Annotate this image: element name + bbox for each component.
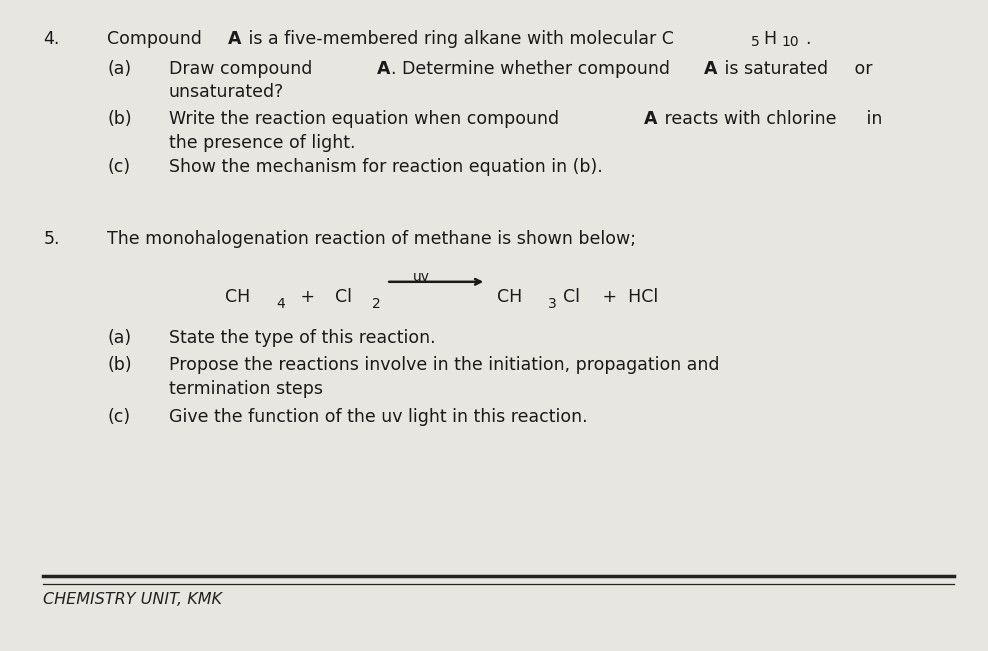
Text: A: A bbox=[376, 60, 390, 78]
Text: (a): (a) bbox=[107, 329, 131, 347]
Text: is saturated: is saturated bbox=[719, 60, 829, 78]
Text: Cl: Cl bbox=[562, 288, 580, 306]
Text: 2: 2 bbox=[371, 297, 380, 311]
Text: CH: CH bbox=[224, 288, 250, 306]
Text: . Determine whether compound: . Determine whether compound bbox=[391, 60, 676, 78]
Text: 4.: 4. bbox=[43, 30, 59, 48]
Text: 3: 3 bbox=[548, 297, 556, 311]
Text: A: A bbox=[227, 30, 241, 48]
Text: Propose the reactions involve in the initiation, propagation and: Propose the reactions involve in the ini… bbox=[169, 356, 719, 374]
Text: Cl: Cl bbox=[335, 288, 353, 306]
Text: Give the function of the uv light in this reaction.: Give the function of the uv light in thi… bbox=[169, 408, 588, 426]
Text: 5.: 5. bbox=[43, 230, 60, 249]
Text: H: H bbox=[764, 30, 777, 48]
Text: A: A bbox=[703, 60, 717, 78]
Text: is a five-membered ring alkane with molecular C: is a five-membered ring alkane with mole… bbox=[243, 30, 674, 48]
Text: reacts with chlorine: reacts with chlorine bbox=[659, 110, 836, 128]
Text: (a): (a) bbox=[107, 60, 131, 78]
Text: CH: CH bbox=[497, 288, 523, 306]
Text: Compound: Compound bbox=[107, 30, 207, 48]
Text: 10: 10 bbox=[782, 35, 798, 49]
Text: +  HCl: + HCl bbox=[597, 288, 658, 306]
Text: in: in bbox=[862, 110, 882, 128]
Text: Write the reaction equation when compound: Write the reaction equation when compoun… bbox=[169, 110, 564, 128]
Text: 5: 5 bbox=[751, 35, 760, 49]
Text: (b): (b) bbox=[107, 110, 131, 128]
Text: (b): (b) bbox=[107, 356, 131, 374]
Text: State the type of this reaction.: State the type of this reaction. bbox=[169, 329, 436, 347]
Text: or: or bbox=[849, 60, 872, 78]
Text: unsaturated?: unsaturated? bbox=[169, 83, 284, 101]
Text: the presence of light.: the presence of light. bbox=[169, 134, 356, 152]
Text: 4: 4 bbox=[277, 297, 286, 311]
Text: .: . bbox=[805, 30, 811, 48]
Text: The monohalogenation reaction of methane is shown below;: The monohalogenation reaction of methane… bbox=[107, 230, 636, 249]
Text: Draw compound: Draw compound bbox=[169, 60, 317, 78]
Text: (c): (c) bbox=[107, 158, 130, 176]
Text: (c): (c) bbox=[107, 408, 130, 426]
Text: termination steps: termination steps bbox=[169, 380, 323, 398]
Text: A: A bbox=[644, 110, 657, 128]
Text: +: + bbox=[295, 288, 321, 306]
Text: CHEMISTRY UNIT, KMK: CHEMISTRY UNIT, KMK bbox=[43, 592, 222, 607]
Text: uv: uv bbox=[413, 270, 430, 284]
Text: Show the mechanism for reaction equation in (b).: Show the mechanism for reaction equation… bbox=[169, 158, 603, 176]
